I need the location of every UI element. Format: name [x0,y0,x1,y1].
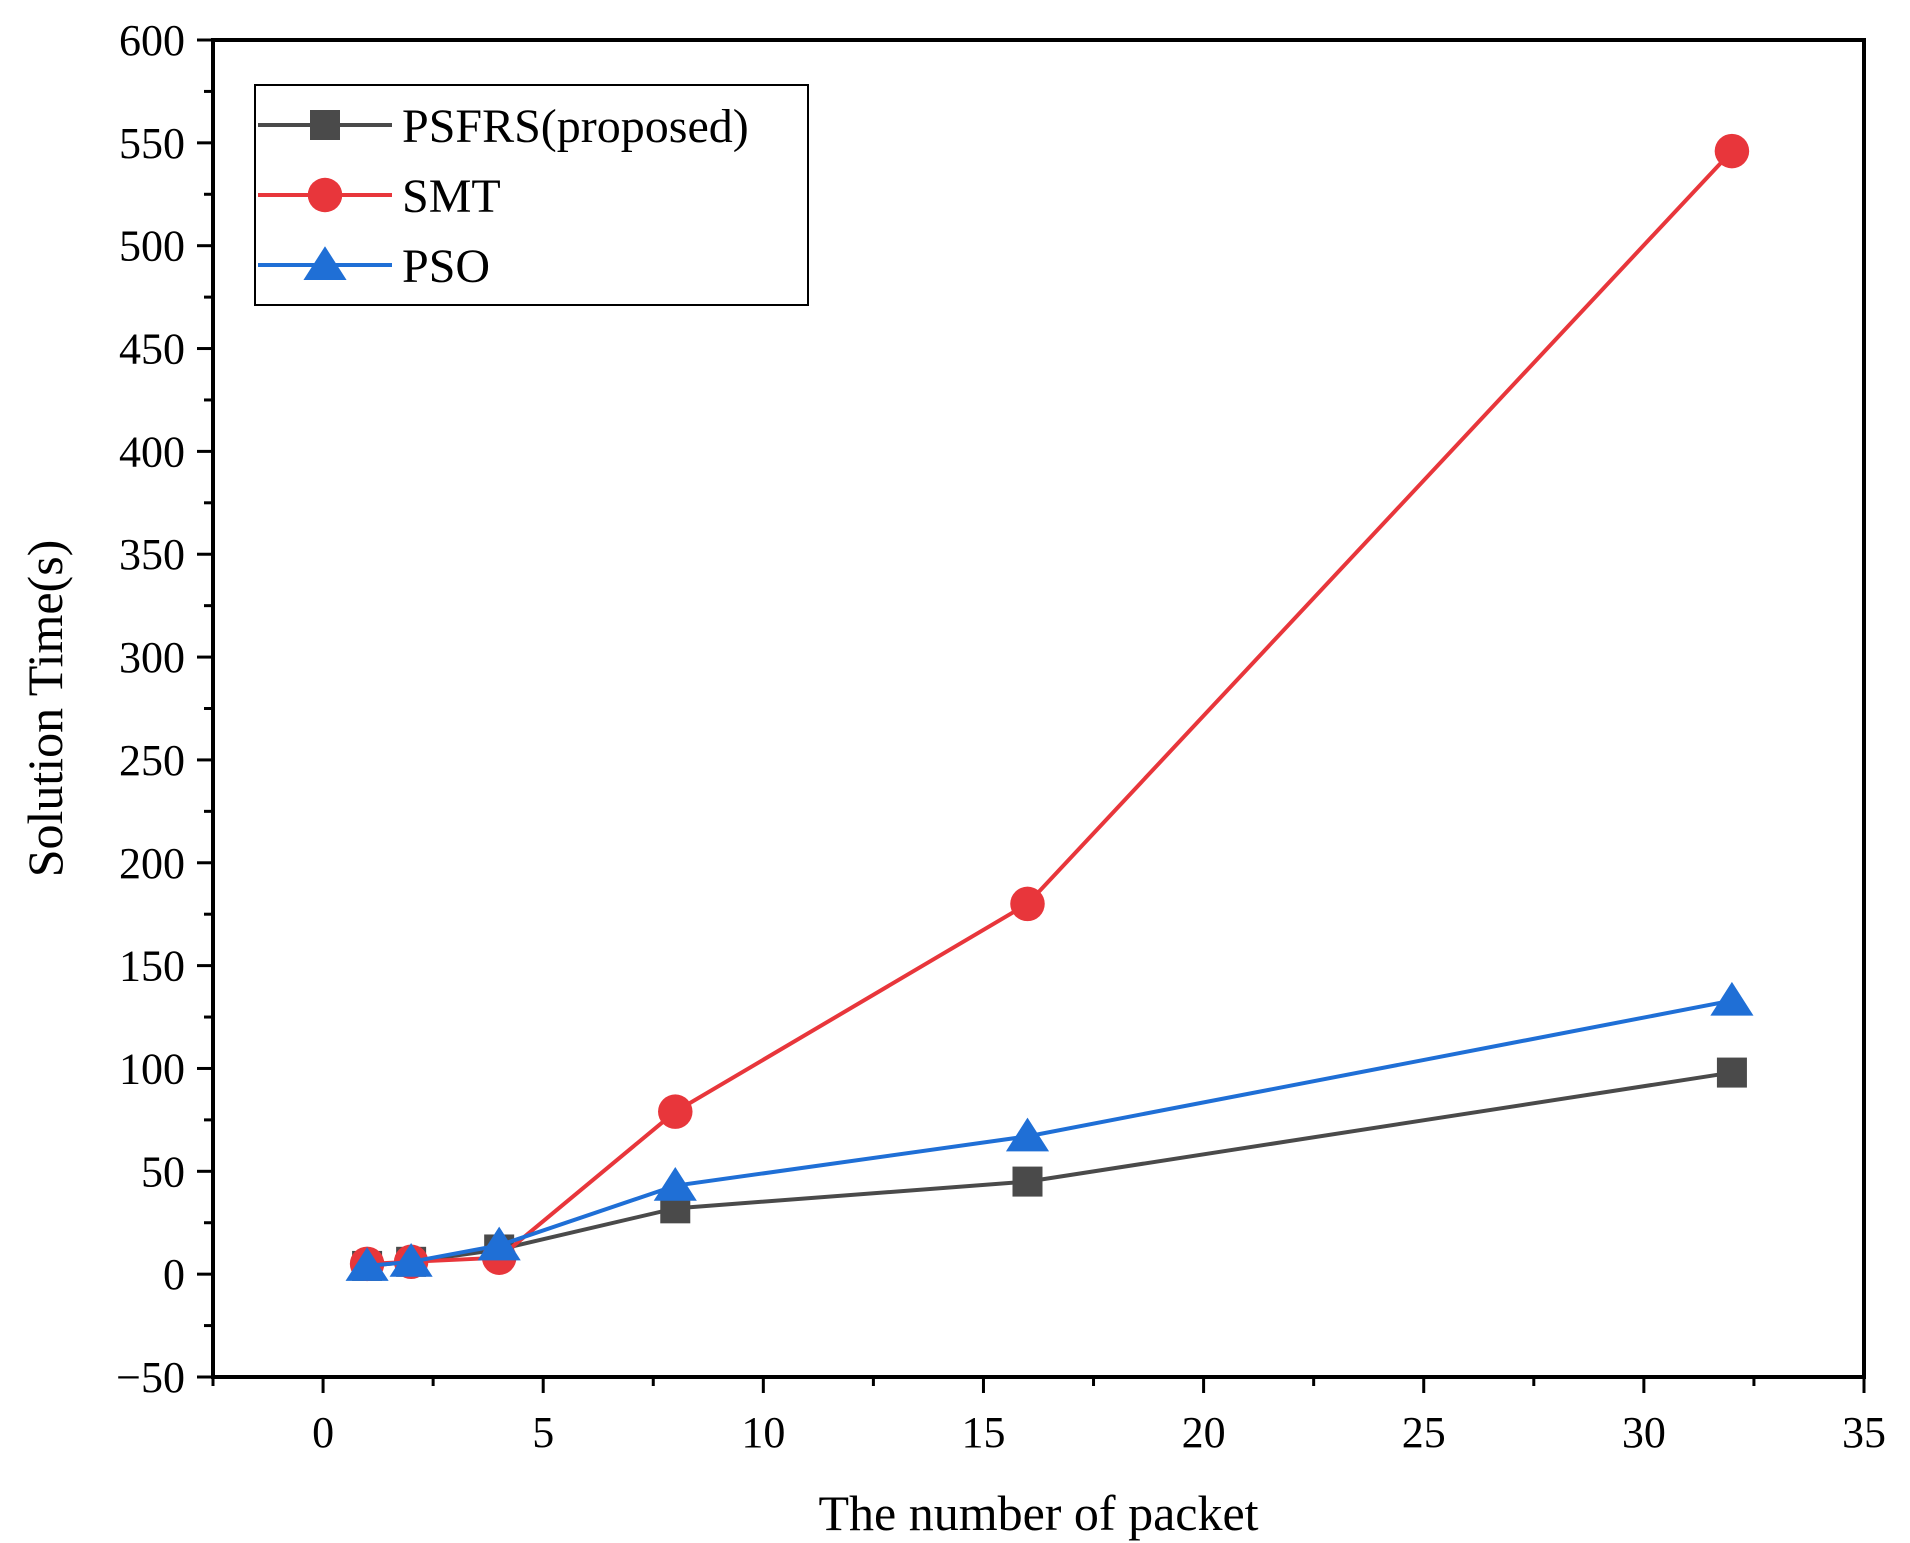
data-point-triangle [477,1226,521,1261]
legend-label: PSFRS(proposed) [402,100,749,153]
series-line [366,1070,1733,1268]
x-tick-label: 25 [1402,1408,1446,1457]
series-line [366,998,1733,1268]
legend-marker-circle [307,177,343,213]
x-tick-label: 35 [1842,1408,1886,1457]
data-point-triangle [345,1247,389,1281]
x-axis-title: The number of packet [818,1485,1258,1541]
y-tick-label: 0 [163,1250,185,1299]
axis-ticks: 0 5 10 15 20 25 30 35 −50 0 50 100 150 200 250 300 350 40… [116,16,1886,1457]
x-tick-label: 30 [1622,1408,1666,1457]
data-point-triangle [653,1166,697,1201]
y-tick-label: 250 [119,736,185,785]
x-tick-label: 20 [1182,1408,1226,1457]
x-tick-label: 0 [312,1408,334,1457]
legend-label: SMT [402,170,501,223]
legend-marker-triangle [303,246,347,280]
legend-label: PSO [402,240,490,293]
legend: PSFRS(proposed) SMT PSO [254,84,809,306]
series-pso [345,981,1754,1281]
y-tick-label: 100 [119,1044,185,1093]
series-psfrs-proposed- [352,1057,1747,1281]
y-tick-label: 400 [119,427,185,476]
y-tick-label: 450 [119,325,185,374]
y-tick-label: 150 [119,942,185,991]
y-axis-title: Solution Time(s) [17,540,73,878]
y-tick-label: 500 [119,222,185,271]
y-tick-label: 300 [119,633,185,682]
y-tick-label: 550 [119,119,185,168]
series-line [366,149,1734,1266]
data-point-circle [658,1094,693,1129]
y-tick-label: 600 [119,16,185,65]
x-tick-label: 15 [961,1408,1005,1457]
data-point-square [1012,1166,1043,1197]
y-tick-label: 50 [141,1147,185,1196]
series-group [345,133,1754,1282]
y-tick-label: −50 [116,1353,185,1402]
data-point-triangle [389,1243,433,1277]
data-point-circle [1714,133,1750,169]
data-point-square [1716,1057,1747,1088]
y-tick-label: 200 [119,839,185,888]
x-tick-label: 10 [741,1408,785,1457]
data-point-circle [1010,886,1045,922]
data-point-triangle [1710,981,1754,1016]
data-point-triangle [1005,1117,1050,1152]
x-tick-label: 5 [532,1408,554,1457]
y-tick-label: 350 [119,530,185,579]
legend-marker-square [310,110,340,140]
